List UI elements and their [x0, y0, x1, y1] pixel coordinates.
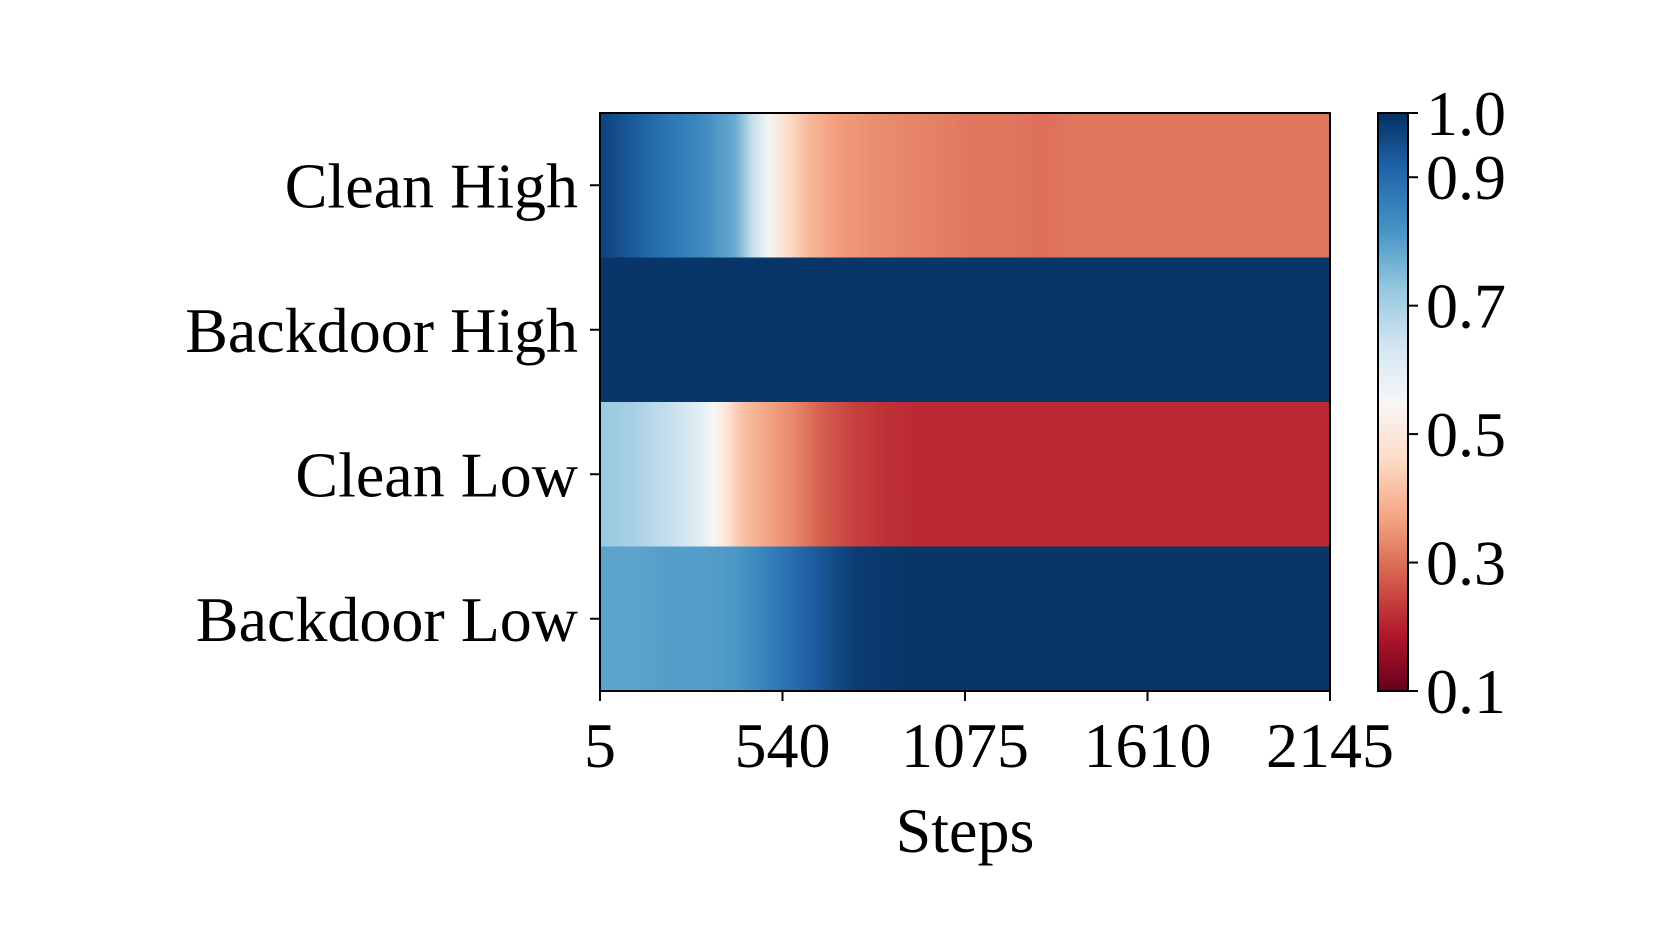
colorbar: 1.00.9 0.7 0.5 0.3 0.1 [1377, 78, 1506, 727]
y-tick-label: Backdoor High [185, 295, 578, 366]
heatmap-cells [600, 113, 1330, 692]
x-tick-label: 1075 [901, 710, 1029, 781]
y-axis: Clean High Backdoor High Clean Low Backdoor… [185, 150, 600, 655]
x-axis-label: Steps [896, 795, 1035, 866]
heatmap-row [600, 402, 1330, 547]
y-tick-label: Clean High [285, 150, 578, 221]
colorbar-tick-label: 0.5 [1426, 399, 1506, 470]
colorbar-tick-label: 0.1 [1426, 656, 1506, 727]
x-axis: 5 540 1075 1610 2145 [584, 691, 1394, 781]
heatmap-row [600, 546, 1330, 692]
colorbar-ticks: 1.00.9 0.7 0.5 0.3 0.1 [1408, 78, 1506, 727]
y-tick-label: Backdoor Low [196, 584, 578, 655]
heatmap-row [600, 257, 1330, 403]
x-tick-label: 2145 [1266, 710, 1394, 781]
colorbar-gradient [1378, 113, 1408, 691]
x-tick-label: 5 [584, 710, 616, 781]
x-tick-label: 540 [735, 710, 831, 781]
y-tick-label: Clean Low [295, 439, 578, 510]
colorbar-tick-label: 0.3 [1426, 528, 1506, 599]
colorbar-tick-label: 0.9 [1426, 142, 1506, 213]
colorbar-tick-label: 0.7 [1426, 271, 1506, 342]
heatmap-row [600, 113, 1330, 258]
colorbar-frame [1377, 112, 1409, 692]
colorbar-tick-label: 1.0 [1426, 78, 1506, 149]
x-tick-label: 1610 [1084, 710, 1212, 781]
